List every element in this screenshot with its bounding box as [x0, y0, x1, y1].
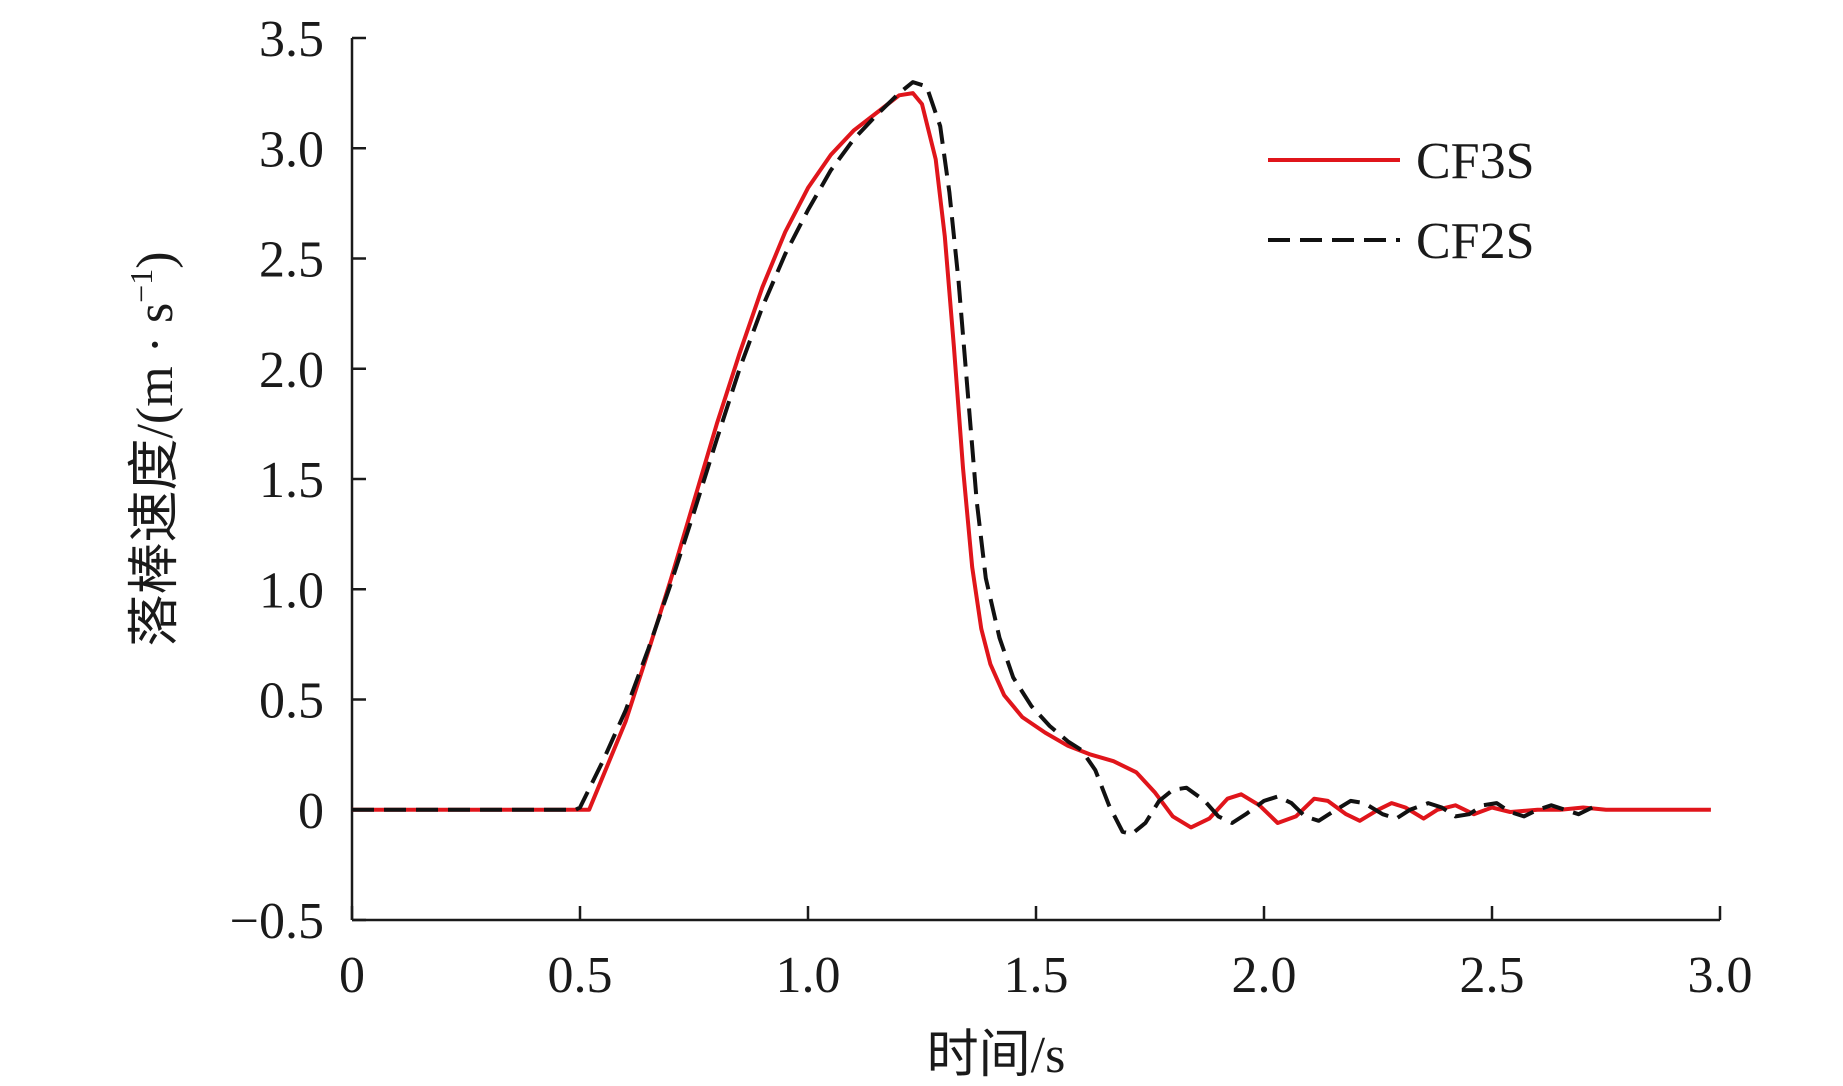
x-axis-title: 时间/s — [927, 1027, 1066, 1084]
legend: CF3S CF2S — [1268, 133, 1535, 270]
y-tick-label: 2.5 — [259, 232, 324, 289]
y-tick-label: 1.5 — [259, 452, 324, 509]
x-tick-label: 2.5 — [1460, 947, 1525, 1004]
y-tick-label: 3.0 — [259, 121, 324, 178]
x-tick-label: 1.5 — [1004, 947, 1069, 1004]
y-axis-title-main: 落棒速度/(m · s — [127, 303, 184, 647]
y-axis-title-close: ) — [127, 251, 184, 268]
series-line-cf3s — [352, 91, 1711, 830]
x-tick-label: 0.5 — [548, 947, 613, 1004]
y-tick-label: 0 — [298, 783, 324, 840]
series-lines — [352, 80, 1711, 836]
series-line-cf2s — [352, 80, 1594, 836]
y-tick-label: 0.5 — [259, 673, 324, 730]
y-tick-label: −0.5 — [230, 893, 324, 950]
y-axis-title-superscript: −1 — [123, 269, 159, 303]
y-tick-label: 3.5 — [259, 11, 324, 68]
legend-label-cf2s: CF2S — [1416, 213, 1535, 270]
x-tick-label: 1.0 — [776, 947, 841, 1004]
y-tick-label: 2.0 — [259, 342, 324, 399]
x-tick-label: 0 — [339, 947, 365, 1004]
y-tick-label: 1.0 — [259, 562, 324, 619]
legend-label-cf3s: CF3S — [1416, 133, 1535, 190]
x-tick-label: 2.0 — [1232, 947, 1297, 1004]
axes: −0.5 0 0.5 1.0 1.5 2.0 2.5 3.0 3.5 0 0.5 1.0 1.5 2.0 2… — [123, 11, 1753, 1084]
x-tick-label: 3.0 — [1688, 947, 1753, 1004]
y-axis-title: 落棒速度/(m · s−1) — [123, 251, 184, 646]
